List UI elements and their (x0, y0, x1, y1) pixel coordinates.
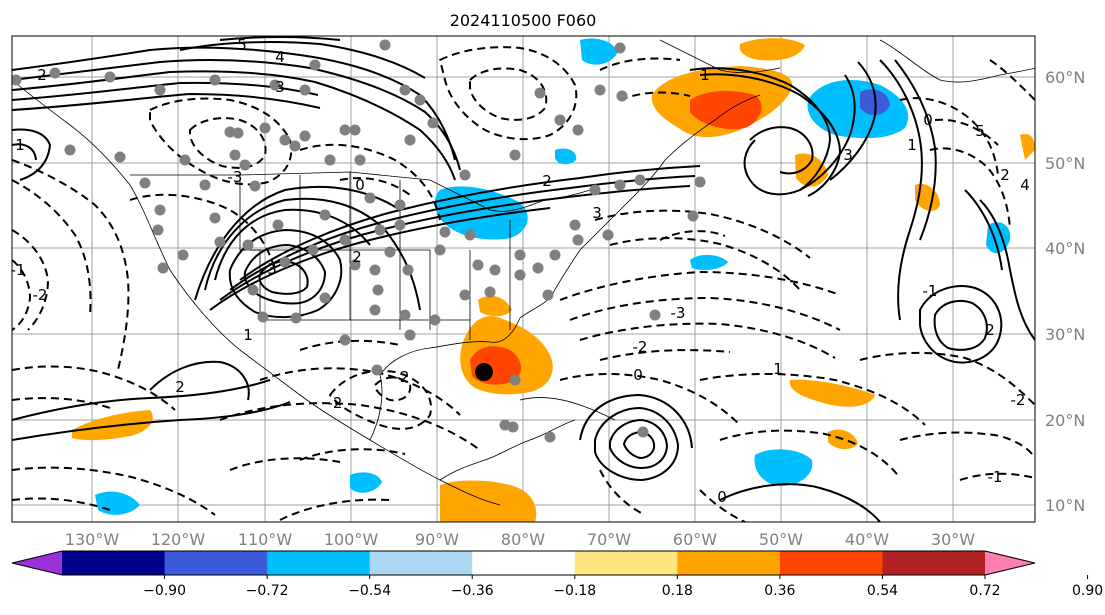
contour-label: -3 (228, 168, 243, 186)
contour-label: -2 (1011, 391, 1026, 409)
colorbar-segment (62, 551, 166, 575)
solid-contours (12, 36, 1035, 522)
fill-orange-eatl (789, 379, 875, 407)
lon-label: 100°W (324, 530, 379, 549)
fill-orange-e2 (1020, 133, 1035, 160)
lon-label: 50°W (759, 530, 803, 549)
contour-label: 0 (717, 488, 727, 506)
contour-label: 1 (15, 136, 25, 154)
latitude-labels: 60°N 50°N 40°N 30°N 20°N 10°N (1045, 68, 1085, 515)
colorbar-tick-label: 0.18 (662, 583, 693, 599)
fill-orange-natl-top (739, 38, 805, 61)
lat-label: 60°N (1045, 68, 1085, 87)
contour-label: 3 (275, 78, 285, 96)
fill-red-natl (690, 90, 762, 130)
contour-label: 2 (542, 172, 552, 190)
figure-title: 2024110500 F060 (450, 11, 597, 30)
contour-label: -2 (633, 338, 648, 356)
storm-center-marker (475, 363, 493, 381)
contour-label: 1 (907, 136, 917, 154)
lon-label: 40°W (845, 530, 889, 549)
contour-label: 4 (1020, 176, 1030, 194)
contour-label: -2 (33, 286, 48, 304)
dashed-contours (12, 46, 1035, 522)
lat-label: 50°N (1045, 154, 1085, 173)
colorbar-tick-label: 0.54 (867, 583, 898, 599)
contour-label: 2 (37, 66, 47, 84)
lat-label: 10°N (1045, 496, 1085, 515)
colorbar-segment (369, 551, 473, 575)
colorbar-tick-label: −0.18 (553, 583, 596, 599)
colorbar: −0.90 −0.72 −0.54 −0.36 −0.18 0.18 0.36 0.54 0.7… (11, 550, 1103, 599)
colorbar-segment (267, 551, 371, 575)
contour-label: 5 (237, 36, 247, 54)
colorbar-tick-label: 0.90 (1072, 583, 1103, 599)
contour-label: 4 (275, 48, 285, 66)
lon-label: 30°W (931, 530, 975, 549)
longitude-labels: 130°W 120°W 110°W 100°W 90°W 80°W 70°W 6… (65, 530, 975, 549)
map-frame (11, 35, 1036, 523)
colorbar-segment (677, 551, 781, 575)
contour-label: 3 (267, 260, 277, 278)
colorbar-segment (472, 551, 576, 575)
contour-label: -2 (395, 368, 410, 386)
contour-label: 3 (592, 204, 602, 222)
contour-label: 1 (243, 326, 253, 344)
contour-label: 1 (773, 360, 783, 378)
fill-blue-hudson (580, 38, 618, 65)
fill-orange-florida (478, 295, 512, 317)
colorbar-segment (164, 551, 268, 575)
lon-label: 130°W (65, 530, 120, 549)
contour-label: 2 (175, 378, 185, 396)
fill-blue-greatlakes (434, 186, 528, 240)
fill-blue-south1 (754, 449, 813, 486)
lon-label: 110°W (238, 530, 293, 549)
contour-label: 3 (843, 146, 853, 164)
colorbar-tick-label: −0.36 (451, 583, 494, 599)
contour-label: 0 (355, 176, 365, 194)
lat-label: 30°N (1045, 325, 1085, 344)
contour-label: 2 (352, 248, 362, 266)
lat-label: 40°N (1045, 239, 1085, 258)
colorbar-tick-label: −0.54 (348, 583, 391, 599)
contour-label: 1 (700, 66, 710, 84)
contour-label: -1 (923, 282, 938, 300)
contour-label: 0 (923, 111, 933, 129)
fill-orange-seus (795, 153, 828, 187)
contour-label: -2 (328, 394, 343, 412)
contour-label: -3 (671, 304, 686, 322)
lon-label: 90°W (415, 530, 459, 549)
lon-label: 70°W (587, 530, 631, 549)
contour-labels: 5 4 3 2 1 0 -2 -1 -3 3 2 1 2 3 2 -2 -3 -… (11, 36, 1030, 506)
colorbar-segment (574, 551, 678, 575)
station-dots (12, 39, 706, 443)
fill-blue-mid3 (555, 148, 577, 165)
lon-label: 60°W (673, 530, 717, 549)
fill-blue-south2 (350, 472, 382, 493)
colorbar-tick-label: −0.90 (143, 583, 186, 599)
lon-label: 120°W (151, 530, 206, 549)
colorbar-tick-label: 0.72 (969, 583, 1000, 599)
colorbar-outline (11, 550, 1036, 576)
lon-label: 80°W (501, 530, 545, 549)
colorbar-extend-high (985, 551, 1035, 575)
colorbar-segment (779, 551, 883, 575)
colorbar-segment (882, 551, 986, 575)
contour-label: 2 (1000, 166, 1010, 184)
colorbar-extend-low (12, 551, 62, 575)
contour-label: -1 (11, 261, 26, 279)
contour-label: 5 (975, 122, 985, 140)
contour-label: 2 (985, 321, 995, 339)
contour-label: -1 (988, 468, 1003, 486)
contour-label: 0 (633, 366, 643, 384)
fill-blue-mid1 (690, 254, 728, 270)
colorbar-tick-label: −0.72 (246, 583, 289, 599)
map-area: 5 4 3 2 1 0 -2 -1 -3 3 2 1 2 3 2 -2 -3 -… (11, 36, 1035, 522)
colorbar-tick-label: 0.36 (764, 583, 795, 599)
lat-label: 20°N (1045, 411, 1085, 430)
